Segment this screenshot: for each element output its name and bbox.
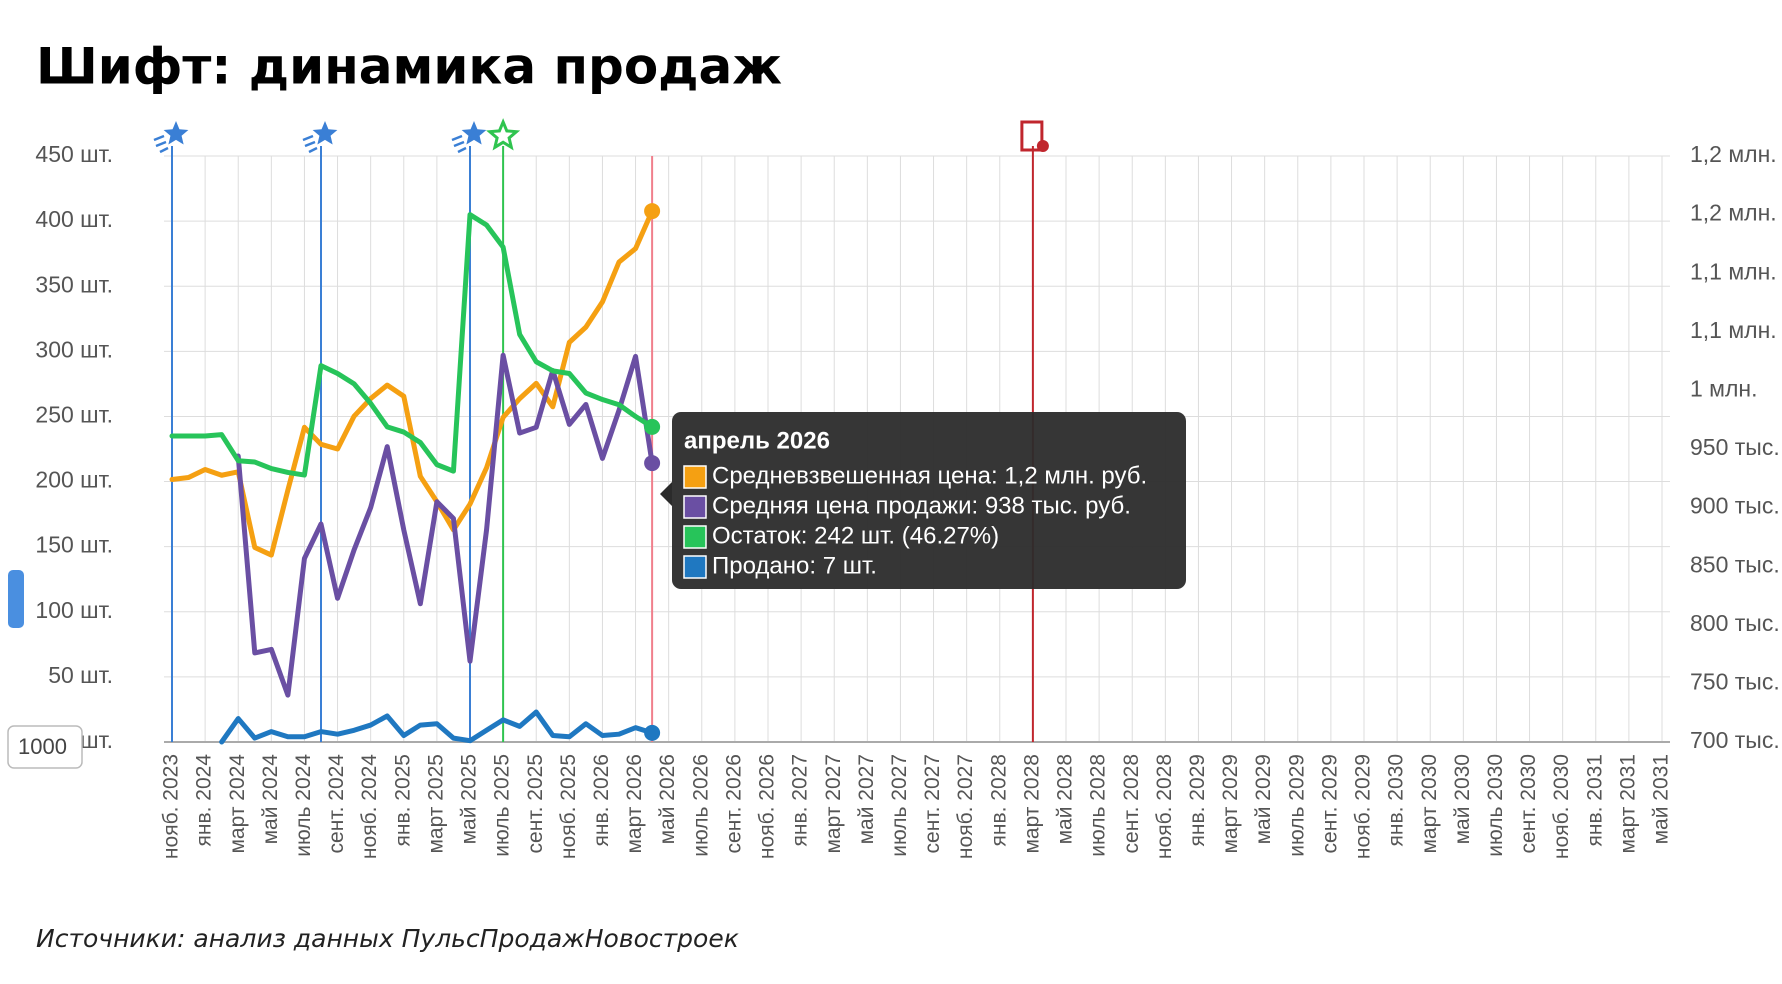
series-line — [219, 709, 655, 745]
x-tick-label: март 2027 — [822, 754, 845, 854]
x-tick-label: нояб. 2026 — [756, 754, 779, 859]
y2-tick-label: 900 тыс. — [1690, 493, 1780, 519]
event-icon-trail — [451, 134, 467, 154]
event-icon — [163, 121, 189, 145]
x-tick-label: янв. 2026 — [590, 754, 613, 847]
x-tick-label: май 2024 — [259, 754, 282, 845]
x-tick-label: май 2031 — [1650, 754, 1673, 844]
tooltip-box — [672, 412, 1186, 589]
highlight-point — [644, 203, 661, 220]
x-tick-label: март 2030 — [1418, 754, 1441, 854]
x-tick-label: нояб. 2029 — [1352, 754, 1375, 859]
y2-tick-label: 750 тыс. — [1690, 668, 1780, 694]
x-tick-label: май 2028 — [1054, 754, 1077, 844]
y2-tick-label: 1,2 млн. — [1690, 141, 1777, 167]
x-tick-label: март 2026 — [623, 754, 646, 854]
x-tick-label: май 2029 — [1252, 754, 1275, 844]
y-tick-label: 200 шт. — [35, 467, 113, 493]
x-tick-label: нояб. 2025 — [557, 754, 580, 859]
event-icon — [486, 118, 521, 151]
x-tick-label: янв. 2031 — [1583, 754, 1606, 847]
x-tick-label: янв. 2024 — [193, 754, 216, 847]
tooltip-item: Остаток: 242 шт. (46.27%) — [712, 522, 999, 549]
y-tick-label: 150 шт. — [35, 532, 113, 558]
x-tick-label: июль 2024 — [292, 754, 315, 857]
x-tick-label: нояб. 2028 — [1153, 754, 1176, 859]
source-note: Источники: анализ данных ПульсПродажНово… — [36, 924, 739, 953]
y-tick-label: 300 шт. — [35, 336, 113, 362]
y2-tick-label: 1,1 млн. — [1690, 317, 1777, 343]
x-tick-label: сент. 2024 — [325, 754, 348, 854]
y-tick-label: 400 шт. — [35, 206, 113, 232]
tooltip-swatch — [683, 495, 707, 519]
y-tick-label: 50 шт. — [48, 662, 113, 688]
series-line — [235, 352, 655, 698]
y-tick-label: 350 шт. — [35, 271, 113, 297]
x-tick-label: сент. 2027 — [921, 754, 944, 853]
zoom-box[interactable] — [7, 725, 83, 769]
x-tick-label: март 2029 — [1219, 754, 1242, 854]
x-tick-label: март 2024 — [226, 754, 249, 854]
y2-tick-label: 850 тыс. — [1690, 551, 1780, 577]
tooltip-swatch — [683, 465, 707, 489]
x-tick-label: сент. 2030 — [1517, 754, 1540, 853]
x-tick-label: март 2025 — [424, 754, 447, 854]
x-tick-label: июль 2028 — [1087, 754, 1110, 857]
x-tick-label: сент. 2029 — [1318, 754, 1341, 853]
y2-tick-label: 1 млн. — [1690, 375, 1758, 401]
x-tick-label: нояб. 2023 — [160, 754, 183, 859]
y2-tick-label: 1,2 млн. — [1690, 200, 1777, 226]
x-tick-label: июль 2026 — [689, 754, 712, 857]
x-tick-label: май 2030 — [1451, 754, 1474, 844]
highlight-point — [644, 418, 661, 435]
x-tick-label: сент. 2028 — [1120, 754, 1143, 853]
x-tick-label: янв. 2025 — [391, 754, 414, 847]
tooltip-item: Средняя цена продажи: 938 тыс. руб. — [712, 492, 1131, 519]
x-tick-label: янв. 2030 — [1385, 754, 1408, 847]
event-icon-trail — [153, 134, 169, 154]
x-tick-label: июль 2027 — [888, 754, 911, 857]
chart-title: Шифт: динамика продаж — [36, 38, 782, 96]
y-tick-label: 250 шт. — [35, 402, 113, 428]
y2-tick-label: 700 тыс. — [1690, 727, 1780, 753]
x-tick-label: июль 2025 — [491, 754, 514, 857]
y-tick-label: 450 шт. — [35, 141, 113, 167]
x-tick-label: март 2031 — [1616, 754, 1639, 854]
tooltip-item: Средневзвешенная цена: 1,2 млн. руб. — [712, 462, 1147, 489]
x-tick-label: май 2027 — [855, 754, 878, 844]
x-tick-label: сент. 2025 — [524, 754, 547, 853]
x-tick-label: июль 2030 — [1484, 754, 1507, 857]
tooltip-arrow — [660, 482, 672, 506]
event-icon-gear — [1036, 140, 1049, 152]
tooltip-title: апрель 2026 — [684, 427, 830, 454]
y2-tick-label: 950 тыс. — [1690, 434, 1780, 460]
x-tick-label: сент. 2026 — [722, 754, 745, 853]
x-tick-label: янв. 2028 — [987, 754, 1010, 847]
tooltip-item: Продано: 7 шт. — [712, 552, 877, 579]
x-tick-label: нояб. 2030 — [1550, 754, 1573, 859]
highlight-point — [644, 455, 661, 472]
y2-tick-label: 1,1 млн. — [1690, 258, 1777, 284]
event-icon — [461, 121, 487, 145]
x-tick-label: янв. 2027 — [789, 754, 812, 847]
highlight-point — [644, 724, 661, 741]
x-tick-label: март 2028 — [1020, 754, 1043, 854]
x-tick-label: нояб. 2024 — [358, 754, 381, 859]
tooltip-swatch — [683, 555, 707, 579]
zoom-box-label: 1000 — [18, 734, 67, 759]
tooltip-swatch — [683, 525, 707, 549]
x-tick-label: нояб. 2027 — [954, 754, 977, 859]
event-icon — [1020, 120, 1044, 152]
x-tick-label: июль 2029 — [1285, 754, 1308, 857]
event-icon-trail — [302, 134, 318, 154]
x-tick-label: май 2026 — [656, 754, 679, 844]
y2-tick-label: 800 тыс. — [1690, 610, 1780, 636]
x-tick-label: янв. 2029 — [1186, 754, 1209, 847]
y-tick-label: 100 шт. — [35, 597, 113, 623]
x-tick-label: май 2025 — [458, 754, 481, 844]
series-line — [169, 212, 655, 478]
side-tab[interactable] — [8, 570, 24, 628]
event-icon — [312, 121, 338, 145]
